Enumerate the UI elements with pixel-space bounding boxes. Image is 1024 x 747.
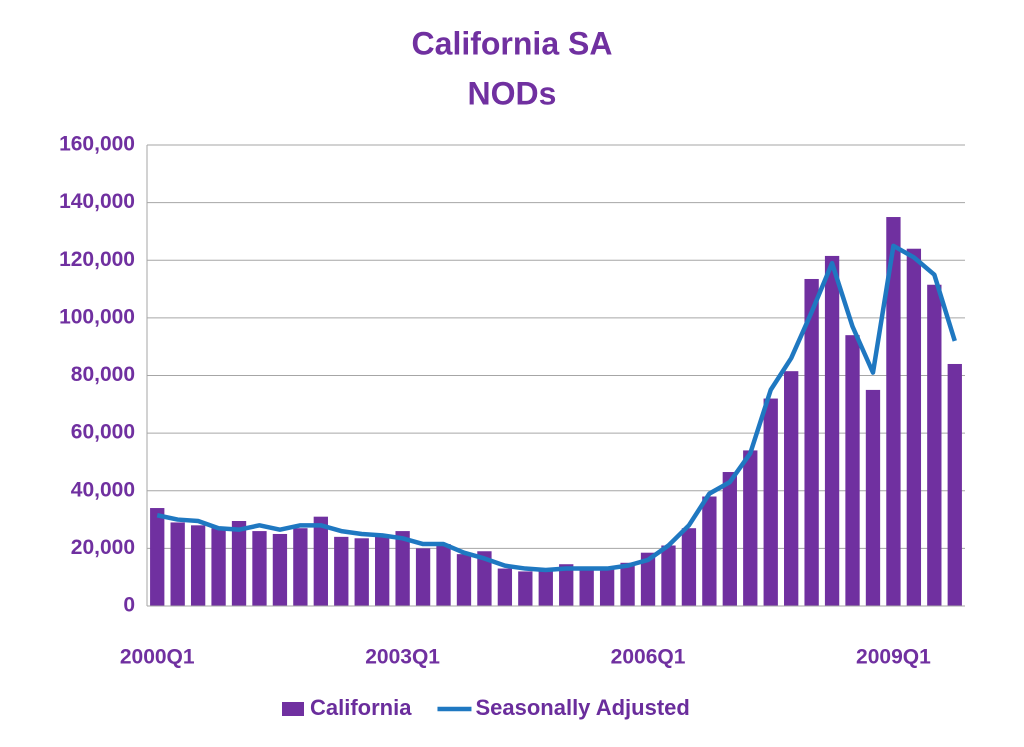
x-tick-label: 2006Q1: [611, 646, 686, 669]
bar: [313, 516, 328, 606]
bar: [579, 568, 594, 606]
bar: [395, 531, 410, 606]
bar: [845, 335, 860, 606]
bar: [722, 472, 737, 606]
bar: [599, 568, 615, 606]
bar: [681, 528, 697, 606]
bar: [824, 255, 840, 606]
bar: [497, 568, 513, 606]
y-tick-label: 40,000: [71, 478, 135, 501]
chart-title: NODs: [468, 75, 557, 111]
bar: [763, 398, 778, 606]
bar: [518, 571, 533, 606]
chart-title: California SA: [412, 25, 613, 61]
bar: [150, 508, 165, 606]
y-tick-label: 100,000: [59, 305, 135, 328]
bar: [334, 536, 349, 606]
bar: [906, 248, 922, 606]
bar: [865, 389, 881, 606]
bar: [293, 528, 308, 606]
bar: [415, 548, 431, 606]
line: [156, 243, 957, 573]
bar: [252, 531, 267, 606]
bar: [784, 371, 799, 606]
y-tick-label: 160,000: [59, 133, 135, 156]
bar: [477, 551, 492, 606]
bar: [170, 522, 185, 606]
bar: [538, 569, 553, 606]
bar: [436, 544, 451, 606]
bar: [272, 533, 288, 606]
x-tick-label: 2003Q1: [365, 646, 440, 669]
legend-swatch: [282, 702, 304, 716]
bar: [211, 528, 226, 606]
y-tick-label: 0: [123, 594, 135, 617]
y-tick-label: 140,000: [59, 190, 135, 213]
y-tick-label: 20,000: [71, 536, 135, 559]
bar: [886, 217, 901, 606]
bar: [559, 564, 574, 606]
bar: [620, 562, 635, 606]
x-tick-label: 2000Q1: [120, 646, 195, 669]
y-tick-label: 60,000: [71, 421, 135, 444]
legend-label: Seasonally Adjusted: [475, 695, 689, 720]
bar: [743, 450, 758, 606]
bar: [661, 545, 676, 606]
bar: [456, 554, 472, 606]
bar: [947, 363, 962, 606]
bar: [231, 521, 247, 606]
bar: [354, 538, 369, 606]
bar: [190, 525, 206, 606]
x-tick-label: 2009Q1: [856, 646, 931, 669]
bar: [640, 552, 656, 606]
bar: [375, 536, 390, 606]
bar: [804, 278, 819, 606]
bar: [927, 284, 942, 606]
y-tick-label: 120,000: [59, 248, 135, 271]
y-tick-label: 80,000: [71, 363, 135, 386]
legend-label: California: [310, 695, 412, 720]
bar: [702, 496, 717, 606]
